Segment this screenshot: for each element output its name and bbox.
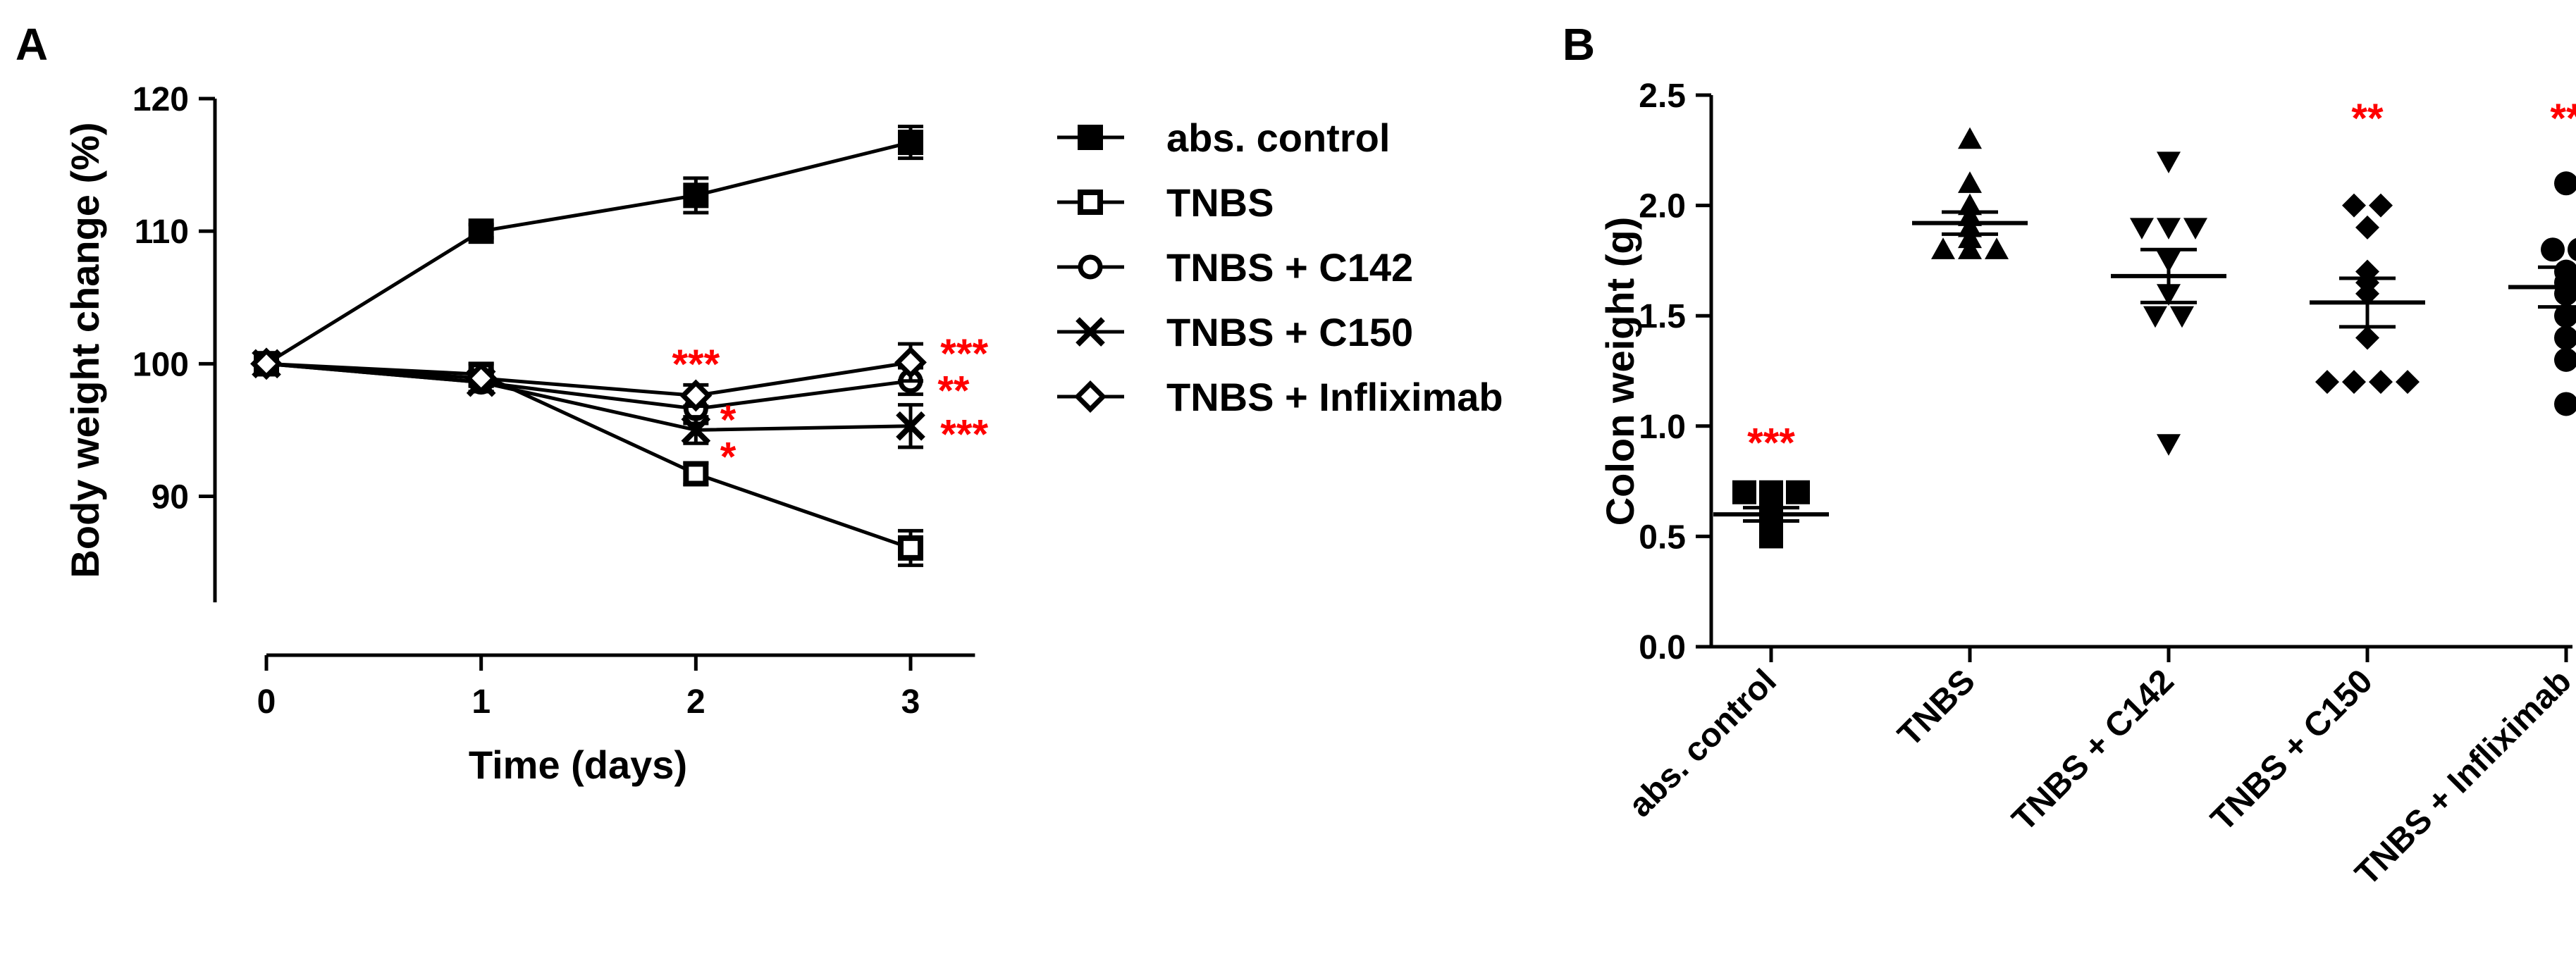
y-tick-label: 0.5: [1639, 519, 1686, 556]
panel-a-line-chart: A 90 100 110 120 0 1 2 3 Time (days) Body weight c…: [16, 19, 989, 787]
data-point-tnbs-c142: [2157, 218, 2181, 240]
data-point-tnbs: [683, 461, 709, 487]
data-point-tnbs-c150: [2369, 370, 2393, 395]
data-point-tnbs-c142: [2170, 306, 2194, 328]
legend-label-tnbs-c142: TNBS + C142: [1166, 245, 1413, 290]
y-tick-label: 2.0: [1639, 188, 1686, 225]
data-point-tnbs-c150: [2355, 325, 2379, 350]
sem-error-bar: [2140, 247, 2197, 304]
panel-a-legend: abs. control TNBS TNBS + C142 TNBS + C150 TN…: [1057, 116, 1503, 419]
x-tick-label: 1: [472, 683, 491, 721]
x-axis-title: Time (days): [469, 743, 687, 787]
legend-label-tnbs-c150: TNBS + C150: [1166, 310, 1413, 354]
legend-marker-tnbs: [1078, 190, 1103, 215]
data-point-abs-control: [1732, 480, 1756, 504]
x-tick-label: TNBS + C150: [2204, 662, 2380, 838]
data-point-tnbs-infliximab: [2554, 347, 2576, 372]
data-point-tnbs-infliximab: [464, 362, 498, 395]
legend-label-tnbs-infliximab: TNBS + Infliximab: [1166, 375, 1503, 419]
data-point-tnbs-c150: [896, 411, 925, 441]
data-point-tnbs-c142: [2183, 218, 2207, 240]
data-point-tnbs-c150: [2355, 215, 2379, 240]
data-point-tnbs-c142: [2130, 218, 2154, 240]
significance-label: ***: [940, 331, 988, 377]
series-line-tnbs: [266, 361, 911, 550]
data-point-tnbs-c142: [2157, 434, 2181, 456]
legend-marker-tnbs-c150: [1076, 317, 1105, 347]
data-point-tnbs-c150: [2315, 370, 2339, 395]
data-point-tnbs-infliximab: [2568, 237, 2576, 261]
data-point-tnbs-c150: [2342, 370, 2366, 395]
data-point-tnbs: [1985, 237, 2009, 259]
panel-letter-a: A: [16, 19, 48, 70]
data-point-tnbs: [1958, 237, 1982, 259]
data-point-tnbs-infliximab: [2554, 392, 2576, 416]
x-tick-label: TNBS: [1891, 662, 1983, 754]
data-point-tnbs-infliximab: [2554, 304, 2576, 328]
sem-error-bar: [1743, 506, 1799, 523]
y-tick-label: 90: [152, 478, 189, 516]
y-tick-label: 0.0: [1639, 629, 1686, 666]
data-point-tnbs-c150: [681, 415, 711, 445]
data-point-tnbs-infliximab: [250, 347, 283, 380]
data-point-tnbs: [898, 535, 923, 561]
sem-error-bar: [2339, 276, 2396, 329]
x-tick-label: abs. control: [1622, 662, 1784, 824]
legend-marker-abs-control: [1078, 125, 1103, 150]
sem-error-bar: [1942, 210, 1998, 236]
data-point-abs-control: [468, 218, 494, 244]
significance-label: **: [2351, 96, 2384, 142]
data-point-tnbs-c142: [2143, 306, 2167, 328]
legend-marker-tnbs-infliximab: [1074, 380, 1107, 413]
data-point-tnbs-infliximab: [2554, 171, 2576, 196]
significance-label: ***: [940, 412, 988, 458]
x-tick-label: 2: [686, 683, 705, 721]
data-point-abs-control: [1759, 480, 1783, 504]
data-point-tnbs: [1931, 237, 1955, 259]
y-tick-label: 1.0: [1639, 409, 1686, 446]
legend-label-abs-control: abs. control: [1166, 116, 1390, 160]
legend-marker-tnbs-c142: [1078, 254, 1103, 280]
data-point-tnbs-infliximab: [2554, 325, 2576, 350]
series-line-abs-control: [265, 140, 911, 366]
y-tick-label: 120: [133, 81, 189, 118]
data-point-tnbs: [1958, 193, 1982, 216]
y-axis-title: Colon weight (g): [1598, 217, 1642, 526]
data-point-tnbs-c150: [2342, 193, 2366, 218]
data-point-tnbs: [1958, 171, 1982, 193]
legend-label-tnbs: TNBS: [1166, 180, 1274, 225]
x-tick-label: TNBS + Infliximab: [2348, 662, 2576, 893]
data-point-tnbs-infliximab: [2541, 237, 2565, 262]
panel-letter-b: B: [1563, 19, 1595, 70]
data-point-tnbs-infliximab: [894, 346, 927, 379]
x-tick-label: 0: [257, 683, 276, 721]
data-point-tnbs: [1958, 127, 1982, 149]
data-point-tnbs-infliximab: [679, 379, 713, 412]
data-point-tnbs-c142: [2157, 151, 2181, 173]
x-tick-label: 3: [901, 683, 920, 721]
significance-label: *: [720, 435, 737, 480]
data-point-tnbs-c150: [2396, 370, 2420, 395]
series-line-tnbs-c150: [266, 361, 911, 432]
series-line-tnbs-infliximab: [266, 360, 911, 397]
data-point-tnbs-c150: [2369, 193, 2393, 218]
y-tick-label: 110: [135, 213, 189, 251]
y-tick-label: 1.5: [1639, 298, 1686, 335]
significance-label: **: [937, 368, 970, 414]
data-point-abs-control: [683, 182, 709, 209]
significance-label: **: [2550, 96, 2576, 142]
y-axis-title: Body weight change (%): [63, 122, 107, 578]
data-point-abs-control: [898, 130, 923, 156]
panel-b-scatter-chart: B 0.0 0.5 1.0 1.5 2.0 2.5 Colon weight (g) abs. …: [1563, 19, 2576, 893]
significance-label: *: [720, 397, 737, 443]
y-tick-label: 100: [133, 346, 189, 383]
x-tick-label: TNBS + C142: [2005, 662, 2181, 838]
y-tick-label: 2.5: [1639, 77, 1686, 115]
data-point-tnbs: [1958, 226, 1982, 249]
significance-label: ***: [672, 342, 720, 387]
significance-label: ***: [1747, 420, 1795, 466]
data-point-abs-control: [1786, 480, 1810, 504]
sem-error-bar: [2538, 265, 2576, 309]
